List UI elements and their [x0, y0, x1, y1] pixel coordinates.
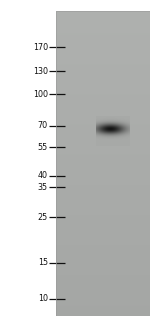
Text: 55: 55 — [38, 143, 48, 152]
Text: 130: 130 — [33, 66, 48, 76]
Text: 25: 25 — [38, 213, 48, 222]
Text: 170: 170 — [33, 43, 48, 52]
Text: 70: 70 — [38, 121, 48, 131]
FancyBboxPatch shape — [56, 11, 150, 316]
Text: 10: 10 — [38, 294, 48, 303]
Text: 40: 40 — [38, 171, 48, 180]
Text: 15: 15 — [38, 258, 48, 267]
Text: 100: 100 — [33, 90, 48, 99]
Text: 35: 35 — [38, 183, 48, 192]
